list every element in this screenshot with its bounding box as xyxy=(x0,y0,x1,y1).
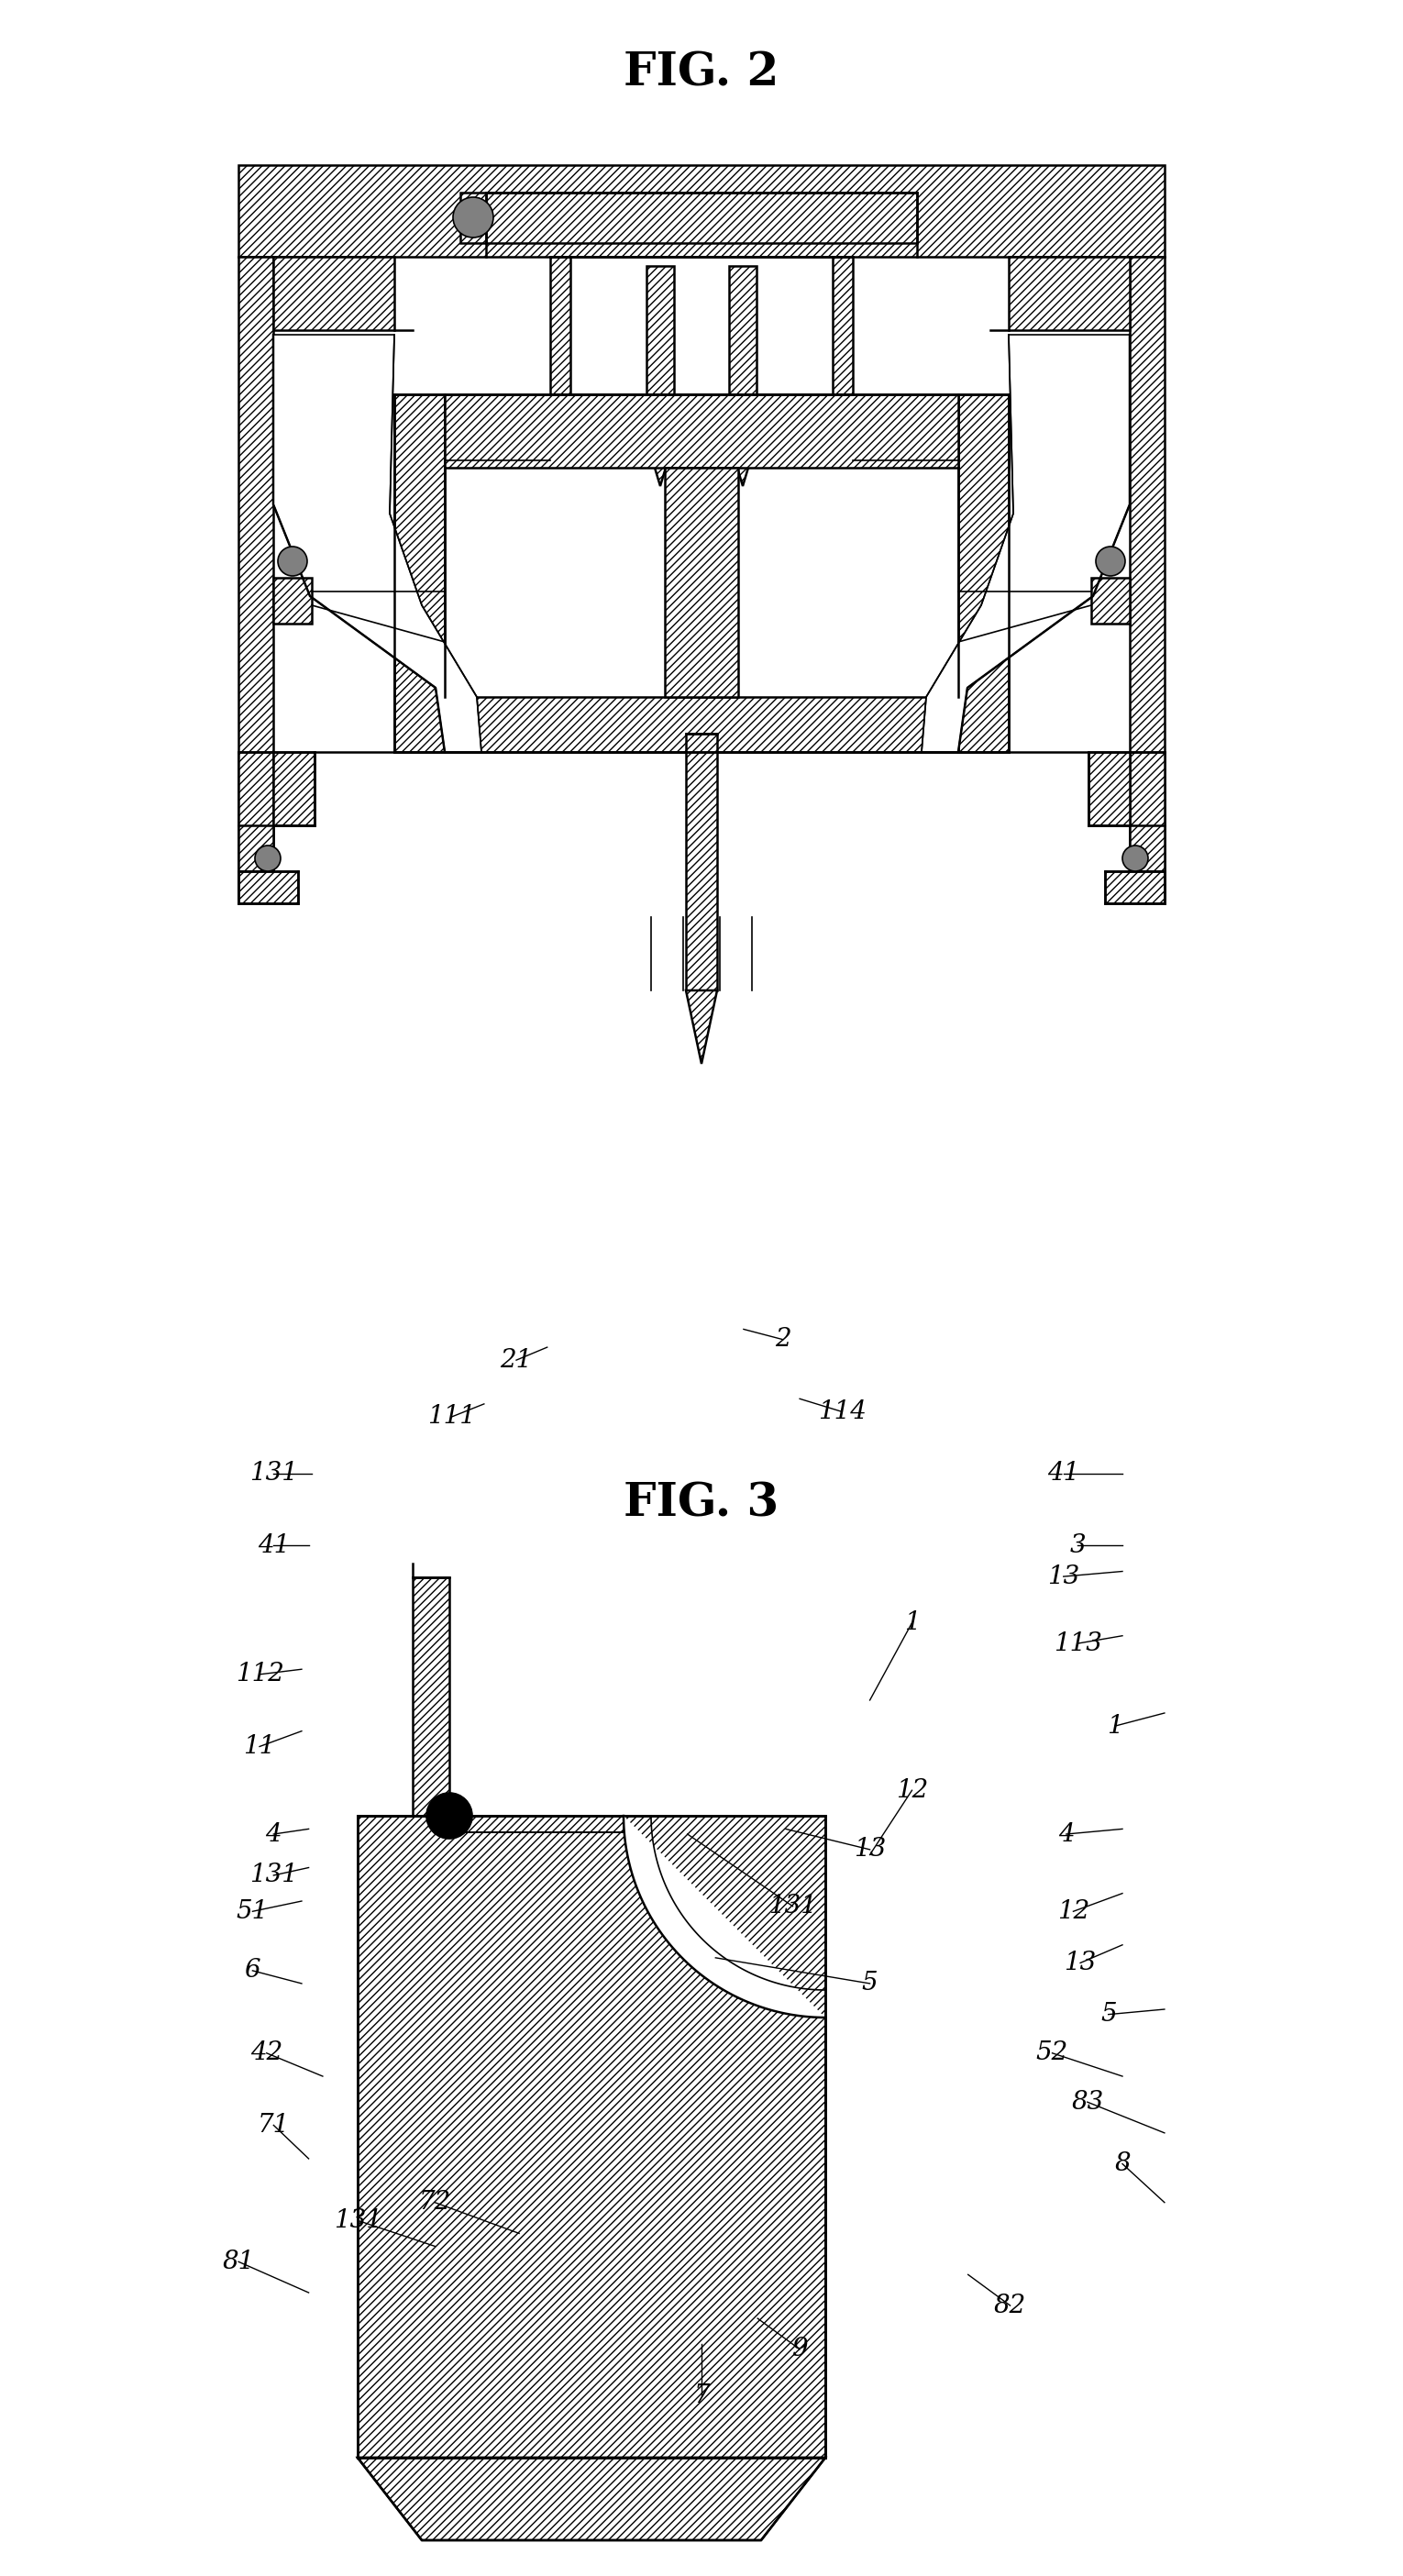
Polygon shape xyxy=(1092,577,1129,623)
Polygon shape xyxy=(730,265,756,440)
Polygon shape xyxy=(445,698,958,752)
Polygon shape xyxy=(239,165,1164,258)
Polygon shape xyxy=(274,752,314,824)
Polygon shape xyxy=(1129,752,1164,871)
Text: 13: 13 xyxy=(853,1837,887,1862)
Text: 2: 2 xyxy=(774,1327,791,1352)
Circle shape xyxy=(278,546,307,577)
Text: 83: 83 xyxy=(1070,2089,1104,2115)
Text: 9: 9 xyxy=(791,2336,808,2362)
Polygon shape xyxy=(647,265,673,440)
Text: 5: 5 xyxy=(861,1971,878,1996)
Text: 71: 71 xyxy=(257,2112,290,2138)
Polygon shape xyxy=(239,258,274,899)
Text: 1: 1 xyxy=(904,1610,920,1636)
Text: FIG. 3: FIG. 3 xyxy=(624,1481,779,1528)
Text: 1: 1 xyxy=(1107,1713,1124,1739)
Text: 7: 7 xyxy=(693,2383,710,2409)
Polygon shape xyxy=(1106,871,1164,904)
Text: 21: 21 xyxy=(499,1347,533,1373)
Text: 13: 13 xyxy=(1047,1564,1080,1589)
Polygon shape xyxy=(665,469,738,698)
Polygon shape xyxy=(686,989,717,1064)
Text: 114: 114 xyxy=(818,1399,866,1425)
Polygon shape xyxy=(686,734,717,989)
Text: 112: 112 xyxy=(236,1662,283,1687)
Polygon shape xyxy=(239,871,297,904)
Text: 131: 131 xyxy=(334,2208,382,2233)
Polygon shape xyxy=(239,752,274,871)
Circle shape xyxy=(453,198,494,237)
Text: 41: 41 xyxy=(257,1533,290,1558)
Text: 6: 6 xyxy=(244,1958,261,1984)
Polygon shape xyxy=(922,335,1129,752)
Polygon shape xyxy=(358,1816,825,2458)
Text: 13: 13 xyxy=(1063,1950,1097,1976)
Polygon shape xyxy=(1089,752,1129,824)
Circle shape xyxy=(255,845,281,871)
Polygon shape xyxy=(412,1577,449,1816)
Polygon shape xyxy=(394,394,445,752)
Polygon shape xyxy=(274,577,311,623)
Text: 113: 113 xyxy=(1054,1631,1101,1656)
Text: 131: 131 xyxy=(250,1461,297,1486)
Polygon shape xyxy=(730,440,756,487)
Circle shape xyxy=(1122,845,1148,871)
Text: 4: 4 xyxy=(265,1821,282,1847)
Polygon shape xyxy=(445,394,958,469)
Text: 52: 52 xyxy=(1035,2040,1069,2066)
Text: 42: 42 xyxy=(250,2040,283,2066)
Text: 131: 131 xyxy=(250,1862,297,1888)
Text: 4: 4 xyxy=(1058,1821,1075,1847)
Polygon shape xyxy=(958,394,1009,752)
Text: 12: 12 xyxy=(895,1777,929,1803)
Polygon shape xyxy=(485,193,918,242)
Text: 5: 5 xyxy=(1100,2002,1117,2027)
Text: 72: 72 xyxy=(418,2190,452,2215)
Text: FIG. 2: FIG. 2 xyxy=(624,52,779,95)
Polygon shape xyxy=(449,1816,623,1832)
Polygon shape xyxy=(623,1816,825,2017)
Polygon shape xyxy=(1009,258,1129,330)
Text: 51: 51 xyxy=(236,1899,269,1924)
Circle shape xyxy=(427,1793,473,1839)
Text: 82: 82 xyxy=(993,2293,1027,2318)
Polygon shape xyxy=(358,2458,825,2540)
Text: 131: 131 xyxy=(769,1893,817,1919)
Text: 12: 12 xyxy=(1056,1899,1090,1924)
Circle shape xyxy=(1096,546,1125,577)
Polygon shape xyxy=(647,440,673,487)
Text: 81: 81 xyxy=(222,2249,255,2275)
Polygon shape xyxy=(1129,258,1164,899)
Polygon shape xyxy=(832,258,853,394)
Text: 3: 3 xyxy=(1069,1533,1086,1558)
Text: 111: 111 xyxy=(428,1404,476,1430)
Polygon shape xyxy=(274,258,394,330)
Polygon shape xyxy=(460,193,485,242)
Text: 8: 8 xyxy=(1114,2151,1131,2177)
Polygon shape xyxy=(274,335,481,752)
Polygon shape xyxy=(550,258,571,394)
Text: 11: 11 xyxy=(243,1734,276,1759)
Text: 41: 41 xyxy=(1047,1461,1080,1486)
